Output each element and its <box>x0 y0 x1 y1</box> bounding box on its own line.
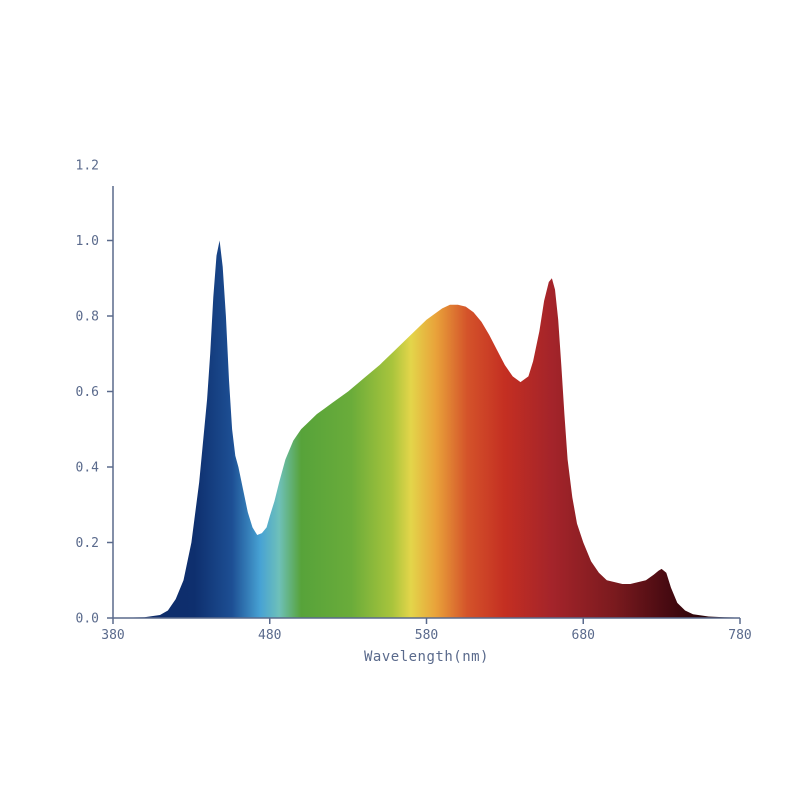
x-tick-label: 780 <box>728 628 751 643</box>
x-tick-label: 580 <box>415 628 438 643</box>
y-tick-label: 0.2 <box>76 536 99 551</box>
y-tick-label: 1.0 <box>76 234 99 249</box>
y-tick-label: 0.0 <box>76 612 99 627</box>
x-ticks: 380 480 580 680 780 <box>101 618 752 643</box>
y-tick-label: 0.4 <box>76 461 100 476</box>
y-ticks: 0.0 0.2 0.4 0.6 0.8 1.0 1.2 <box>76 159 113 627</box>
x-axis-title: Wavelength(nm) <box>364 649 489 665</box>
x-tick-label: 380 <box>101 628 124 643</box>
y-tick-label: 1.2 <box>76 159 99 174</box>
x-tick-label: 680 <box>572 628 595 643</box>
y-tick-label: 0.8 <box>76 310 99 325</box>
plot-area <box>113 240 740 618</box>
axes: 0.0 0.2 0.4 0.6 0.8 1.0 1.2 380 480 580 680 780 Wa… <box>76 159 752 666</box>
y-tick-label: 0.6 <box>76 385 99 400</box>
x-tick-label: 480 <box>258 628 281 643</box>
spectrum-area <box>113 240 740 618</box>
